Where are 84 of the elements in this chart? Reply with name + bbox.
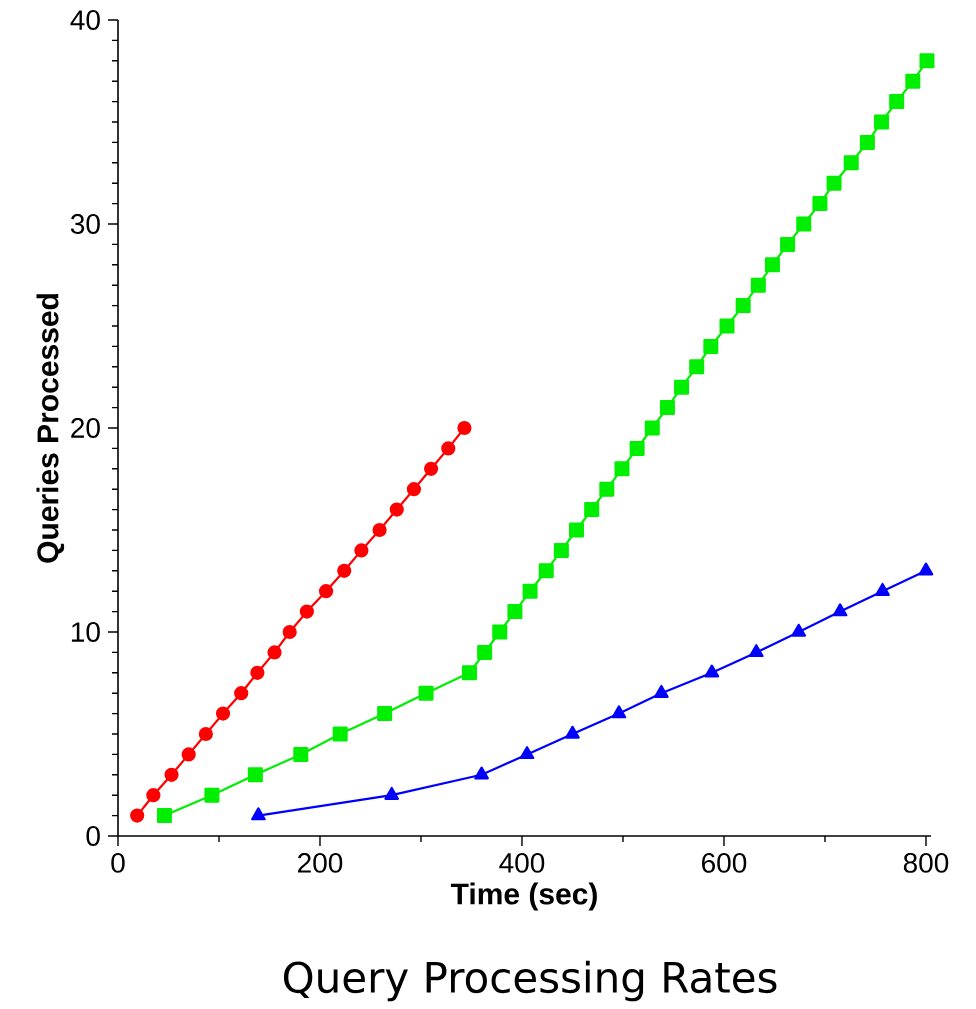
point — [674, 379, 690, 395]
point — [461, 665, 477, 681]
y-tick-label: 0 — [86, 826, 100, 846]
y-tick-label: 20 — [71, 418, 100, 438]
point — [629, 440, 645, 456]
point — [384, 786, 400, 800]
point — [812, 196, 828, 212]
point — [156, 808, 172, 824]
y-tick-label: 40 — [70, 10, 100, 30]
point — [764, 257, 780, 273]
point — [553, 542, 569, 558]
point — [659, 400, 675, 416]
point — [215, 706, 231, 721]
point — [474, 766, 489, 780]
point — [874, 114, 890, 130]
text: Query Processing Rates — [283, 960, 777, 1002]
point — [919, 53, 935, 69]
point — [918, 562, 934, 576]
point — [337, 563, 352, 578]
point — [251, 807, 266, 821]
point — [354, 543, 369, 558]
point — [477, 644, 493, 660]
point — [875, 582, 890, 596]
point — [644, 420, 660, 436]
point — [234, 686, 249, 701]
x-tick-label: 800 — [903, 853, 949, 873]
point — [492, 624, 508, 640]
point — [704, 664, 720, 678]
point — [843, 155, 859, 171]
point — [791, 623, 807, 637]
point — [654, 684, 669, 698]
point — [796, 216, 812, 232]
point — [299, 604, 314, 619]
point — [719, 318, 735, 334]
point — [332, 726, 348, 742]
point — [565, 725, 580, 739]
point — [441, 441, 456, 456]
point — [780, 236, 796, 252]
point — [267, 645, 282, 660]
point — [130, 808, 145, 823]
point — [750, 277, 766, 293]
point — [832, 603, 848, 617]
point — [507, 604, 523, 620]
point — [282, 624, 297, 640]
y-axis-title: Queries Processed — [36, 294, 65, 563]
point — [423, 461, 439, 476]
point — [247, 767, 263, 783]
point — [703, 338, 719, 354]
point — [181, 747, 196, 762]
y-tick-label: 30 — [70, 214, 100, 234]
x-tick-label: 0 — [111, 853, 125, 873]
point — [538, 563, 554, 579]
x-tick-label: 200 — [298, 853, 343, 873]
point — [457, 420, 472, 436]
point — [318, 584, 334, 599]
point — [735, 298, 751, 314]
y-tick-label: 10 — [71, 622, 100, 642]
point — [611, 705, 627, 719]
point — [164, 767, 179, 782]
point — [614, 461, 630, 477]
point — [519, 746, 535, 760]
point — [569, 522, 585, 538]
point — [146, 788, 161, 803]
point — [826, 175, 842, 191]
point — [689, 359, 705, 375]
point — [889, 94, 905, 110]
point — [859, 134, 875, 150]
x-tick-label: 400 — [499, 853, 545, 873]
point — [204, 787, 220, 803]
point — [905, 73, 921, 89]
point — [198, 726, 213, 742]
point — [293, 746, 309, 762]
point — [418, 685, 434, 701]
point — [372, 522, 387, 538]
point — [377, 706, 393, 722]
point — [406, 482, 422, 497]
point — [522, 583, 538, 599]
point — [250, 665, 265, 680]
point — [599, 481, 615, 497]
point — [584, 502, 600, 518]
point — [389, 502, 404, 517]
point — [748, 644, 764, 658]
x-tick-label: 600 — [702, 853, 747, 873]
x-axis-title: Time (sec) — [450, 882, 597, 911]
